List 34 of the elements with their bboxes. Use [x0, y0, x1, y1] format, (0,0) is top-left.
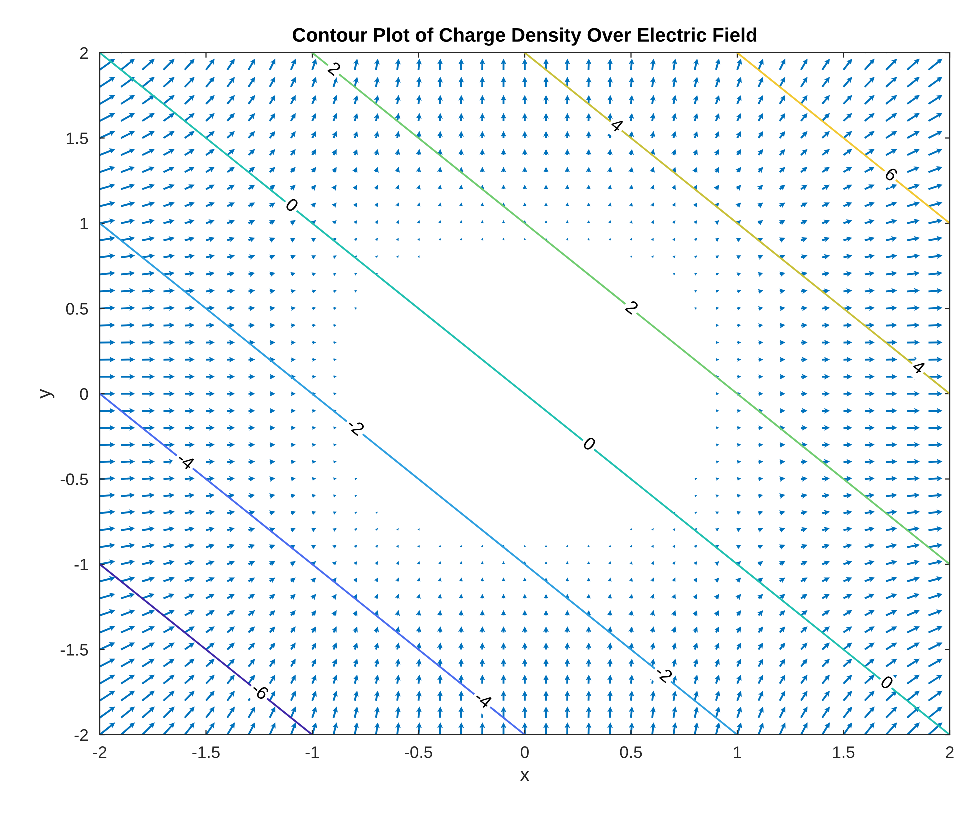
y-tick-label: 0.5	[66, 303, 88, 315]
annotation: -2	[346, 417, 366, 436]
annotation: -6	[250, 682, 270, 701]
x-tick-label: -1	[306, 746, 320, 758]
x-tick-label: 1	[734, 746, 742, 758]
x-axis-title: x	[520, 771, 530, 782]
annotation: 6	[884, 167, 899, 182]
chart-title: Contour Plot of Charge Density Over Electric Field	[292, 28, 757, 46]
y-tick-label: -0.5	[60, 474, 88, 486]
x-tick-label: -2	[93, 746, 107, 758]
x-tick-label: -0.5	[405, 746, 432, 758]
x-tick-label: 1.5	[833, 746, 855, 758]
annotation: -4	[474, 690, 494, 710]
y-tick-label: -1.5	[60, 644, 88, 656]
y-tick-label: -2	[74, 729, 88, 742]
annotation: 2	[328, 61, 342, 76]
y-tick-label: 2	[80, 47, 88, 60]
annotation: 4	[912, 359, 926, 375]
x-tick-label: 0	[521, 746, 529, 758]
y-tick-label: 1.5	[66, 132, 88, 144]
annotation: -2	[654, 664, 674, 684]
annotation: 0	[284, 198, 300, 213]
annotation: 0	[582, 436, 598, 452]
y-axis-title: y	[40, 389, 55, 399]
annotation: 0	[880, 674, 895, 690]
y-tick-label: 0	[80, 388, 88, 400]
annotation: -4	[176, 452, 196, 471]
x-tick-label: -1.5	[192, 746, 220, 758]
annotation: 4	[610, 117, 625, 133]
y-tick-label: 1	[80, 218, 88, 230]
x-tick-label: 2	[946, 746, 954, 758]
y-tick-label: -1	[74, 559, 88, 571]
annotation: 2	[625, 300, 640, 315]
x-tick-label: 0.5	[620, 746, 642, 758]
